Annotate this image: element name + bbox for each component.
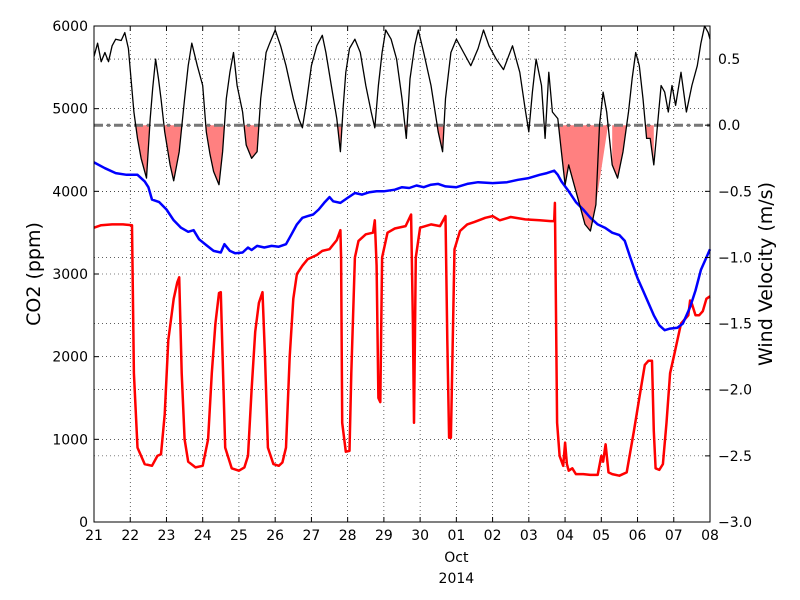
y-right-tick-label: −1.5 [718,317,752,333]
x-tick-label: 04 [556,528,574,544]
x-axis-title-year: 2014 [439,571,475,587]
x-tick-label: 21 [85,528,103,544]
y-left-tick-label: 2000 [52,350,88,366]
negative-wind-area [645,125,654,165]
x-tick-label: 29 [375,528,393,544]
y-left-tick-label: 6000 [52,19,88,35]
x-tick-label: 05 [592,528,610,544]
axis-ticks: 21 22 23 24 25 26 27 28 29 30 01 02 03 04 05 06 07 08 0 100… [52,19,752,544]
x-tick-label: 23 [158,528,176,544]
y-right-tick-label: 0.5 [718,52,740,68]
y-right-tick-label: 0.0 [718,118,740,134]
co2-red-series-line [93,201,711,477]
series-lines [93,25,712,477]
negative-wind-area [205,125,225,185]
x-tick-label: 24 [194,528,212,544]
negative-wind-area [244,125,259,159]
x-tick-label: 07 [665,528,683,544]
y-axis-right-title: Wind Velocity (m/s) [755,182,777,366]
x-tick-label: 30 [411,528,429,544]
x-tick-label: 26 [266,528,284,544]
y-left-tick-label: 4000 [52,184,88,200]
wind-velocity-series-line [93,25,711,232]
x-tick-label: 25 [230,528,248,544]
grid-lines [94,26,710,522]
x-tick-label: 06 [629,528,647,544]
y-right-tick-label: −2.0 [718,383,752,399]
co2-blue-series-line [93,161,712,332]
y-axis-left-title: CO2 (ppm) [23,222,45,326]
y-left-tick-label: 0 [79,515,88,531]
y-right-tick-label: −1.0 [718,250,752,266]
x-tick-label: 02 [484,528,502,544]
negative-wind-area [163,125,182,181]
y-right-tick-label: −3.0 [718,515,752,531]
negative-wind-area [135,125,150,179]
x-tick-label: 27 [302,528,320,544]
y-right-tick-label: −2.5 [718,449,752,465]
negative-wind-area [612,125,627,179]
x-tick-label: 08 [701,528,719,544]
y-left-tick-label: 3000 [52,267,88,283]
y-left-tick-label: 1000 [52,432,88,448]
x-tick-label: 28 [339,528,357,544]
y-right-tick-label: −0.5 [718,184,752,200]
x-tick-label: 22 [121,528,139,544]
x-tick-label: 01 [447,528,465,544]
x-axis-title-month: Oct [444,550,469,566]
y-left-tick-label: 5000 [52,102,88,118]
x-tick-label: 03 [520,528,538,544]
negative-wind-area [437,125,444,152]
